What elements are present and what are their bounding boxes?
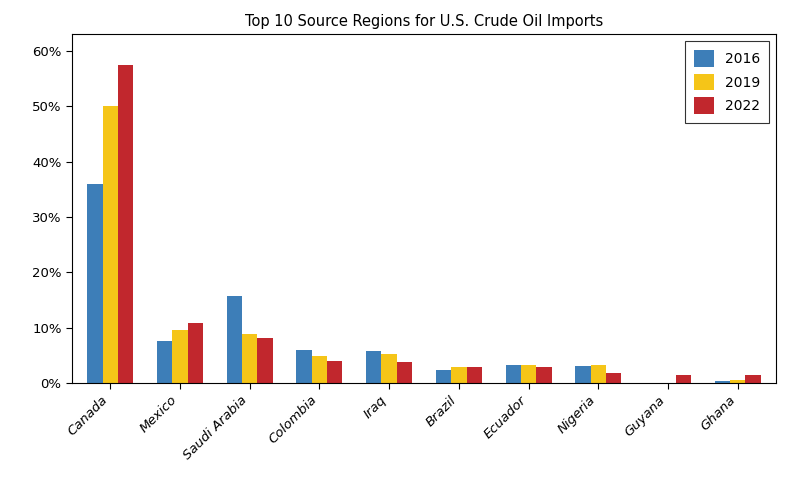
Bar bbox=[242, 334, 258, 383]
Bar bbox=[102, 107, 118, 383]
Legend: 2016, 2019, 2022: 2016, 2019, 2022 bbox=[685, 41, 769, 123]
Bar bbox=[730, 380, 746, 383]
Bar bbox=[157, 341, 172, 383]
Bar bbox=[466, 367, 482, 383]
Bar bbox=[746, 375, 761, 383]
Bar bbox=[188, 323, 203, 383]
Bar bbox=[451, 367, 466, 383]
Bar bbox=[382, 354, 397, 383]
Bar bbox=[226, 296, 242, 383]
Bar bbox=[536, 367, 551, 383]
Bar bbox=[436, 370, 451, 383]
Bar bbox=[606, 373, 622, 383]
Bar bbox=[521, 365, 536, 383]
Bar bbox=[172, 330, 188, 383]
Bar bbox=[87, 184, 102, 383]
Bar bbox=[714, 382, 730, 383]
Bar bbox=[118, 65, 134, 383]
Bar bbox=[397, 362, 412, 383]
Bar bbox=[258, 338, 273, 383]
Bar bbox=[312, 356, 327, 383]
Title: Top 10 Source Regions for U.S. Crude Oil Imports: Top 10 Source Regions for U.S. Crude Oil… bbox=[245, 14, 603, 29]
Bar bbox=[327, 361, 342, 383]
Bar bbox=[575, 366, 590, 383]
Bar bbox=[506, 365, 521, 383]
Bar bbox=[590, 365, 606, 383]
Bar bbox=[297, 350, 312, 383]
Bar bbox=[676, 375, 691, 383]
Bar bbox=[366, 351, 382, 383]
